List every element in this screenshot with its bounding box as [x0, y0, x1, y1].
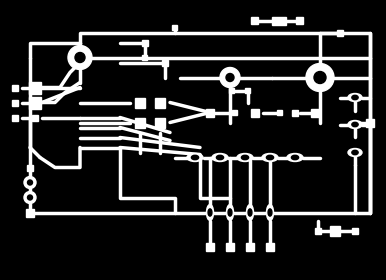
Ellipse shape [352, 122, 358, 127]
Circle shape [314, 71, 326, 83]
Ellipse shape [287, 153, 303, 162]
Ellipse shape [348, 148, 362, 157]
Bar [266, 242, 274, 251]
Ellipse shape [228, 209, 232, 216]
Bar [12, 85, 18, 90]
Bar [292, 109, 298, 115]
Bar [29, 81, 41, 94]
Bar [142, 39, 148, 46]
Circle shape [75, 53, 85, 62]
Bar [278, 110, 283, 115]
Ellipse shape [212, 153, 228, 162]
Ellipse shape [348, 94, 362, 102]
Bar [272, 17, 286, 25]
Bar [206, 109, 214, 116]
Bar [226, 242, 234, 251]
Circle shape [68, 46, 92, 69]
Bar [173, 25, 178, 30]
Bar [232, 110, 237, 115]
Bar [252, 17, 259, 24]
Bar [155, 97, 165, 108]
Ellipse shape [247, 204, 254, 221]
Circle shape [27, 180, 32, 185]
Ellipse shape [352, 150, 358, 155]
Bar [245, 88, 251, 93]
Ellipse shape [227, 204, 234, 221]
Ellipse shape [352, 95, 358, 100]
Circle shape [226, 74, 234, 81]
Ellipse shape [266, 155, 274, 160]
Circle shape [24, 176, 36, 188]
Bar [337, 29, 343, 36]
Bar [246, 242, 254, 251]
Ellipse shape [291, 155, 299, 160]
Ellipse shape [241, 155, 249, 160]
Ellipse shape [262, 153, 278, 162]
Bar [155, 118, 165, 127]
Bar [32, 115, 38, 120]
Bar [142, 55, 147, 60]
Ellipse shape [191, 155, 199, 160]
Circle shape [24, 192, 36, 204]
Bar [135, 97, 145, 108]
Bar [206, 242, 214, 251]
Bar [27, 165, 33, 171]
Bar [12, 115, 18, 120]
Ellipse shape [217, 155, 223, 160]
Bar [315, 227, 321, 234]
Circle shape [27, 195, 32, 200]
Ellipse shape [208, 209, 212, 216]
Bar [135, 118, 145, 127]
Circle shape [306, 64, 334, 92]
Bar [352, 227, 358, 234]
Ellipse shape [248, 209, 252, 216]
Bar [26, 209, 34, 216]
Bar [366, 118, 374, 127]
Ellipse shape [237, 153, 253, 162]
Bar [296, 17, 303, 24]
Ellipse shape [348, 120, 362, 129]
Bar [251, 109, 259, 116]
Bar [29, 97, 41, 109]
Bar [12, 99, 18, 106]
Bar [230, 88, 235, 93]
Bar [311, 109, 319, 116]
Circle shape [220, 67, 240, 88]
Bar [330, 225, 340, 235]
Ellipse shape [268, 209, 272, 216]
Ellipse shape [207, 204, 213, 221]
Ellipse shape [266, 204, 274, 221]
Bar [162, 60, 168, 66]
Ellipse shape [187, 153, 203, 162]
